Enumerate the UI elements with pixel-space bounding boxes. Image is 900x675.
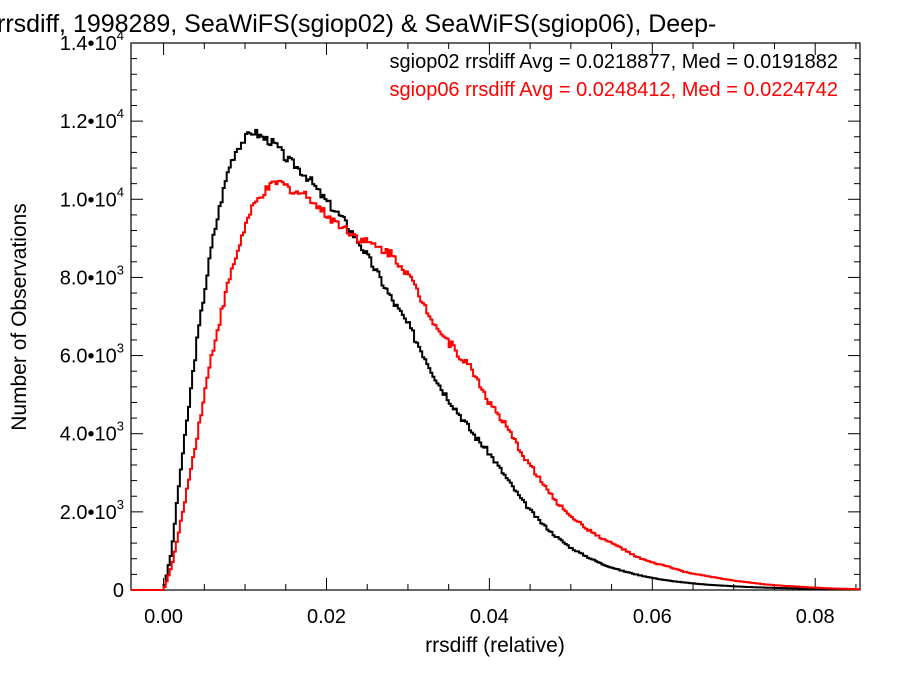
y-tick-label: 1.2•104 [60, 106, 124, 133]
x-axis-title: rrsdiff (relative) [425, 634, 565, 657]
series-line-0 [131, 128, 860, 591]
x-tick-label: 0.00 [144, 606, 183, 628]
legend-entry-sgiop02: sgiop02 rrsdiff Avg = 0.0218877, Med = 0… [390, 51, 839, 73]
series-line-1 [131, 179, 860, 591]
x-axis-ticks: 0.00 0.02 0.04 0.06 0.08 [144, 43, 857, 628]
series-layer [131, 128, 860, 591]
y-tick-label: 0 [113, 580, 124, 602]
y-tick-label: 1.4•104 [60, 28, 124, 55]
y-axis-title: Number of Observations [8, 203, 31, 431]
y-tick-label: 8.0•103 [60, 262, 124, 289]
y-tick-label: 1.0•104 [60, 184, 124, 211]
y-axis-ticks: 0 2.0•103 4.0•103 6.0•103 8.0•103 1.0•104 1.2•… [60, 28, 860, 602]
chart-title: rrsdiff, 1998289, SeaWiFS(sgiop02) & Sea… [0, 10, 716, 38]
x-tick-label: 0.08 [796, 606, 835, 628]
y-tick-label: 6.0•103 [60, 341, 124, 368]
x-tick-label: 0.06 [633, 606, 672, 628]
y-tick-label: 4.0•103 [60, 419, 124, 446]
x-tick-label: 0.02 [307, 606, 346, 628]
plot-frame [130, 42, 861, 591]
legend-entry-sgiop06: sgiop06 rrsdiff Avg = 0.0248412, Med = 0… [390, 79, 839, 101]
y-tick-label: 2.0•103 [60, 497, 124, 524]
x-tick-label: 0.04 [470, 606, 509, 628]
